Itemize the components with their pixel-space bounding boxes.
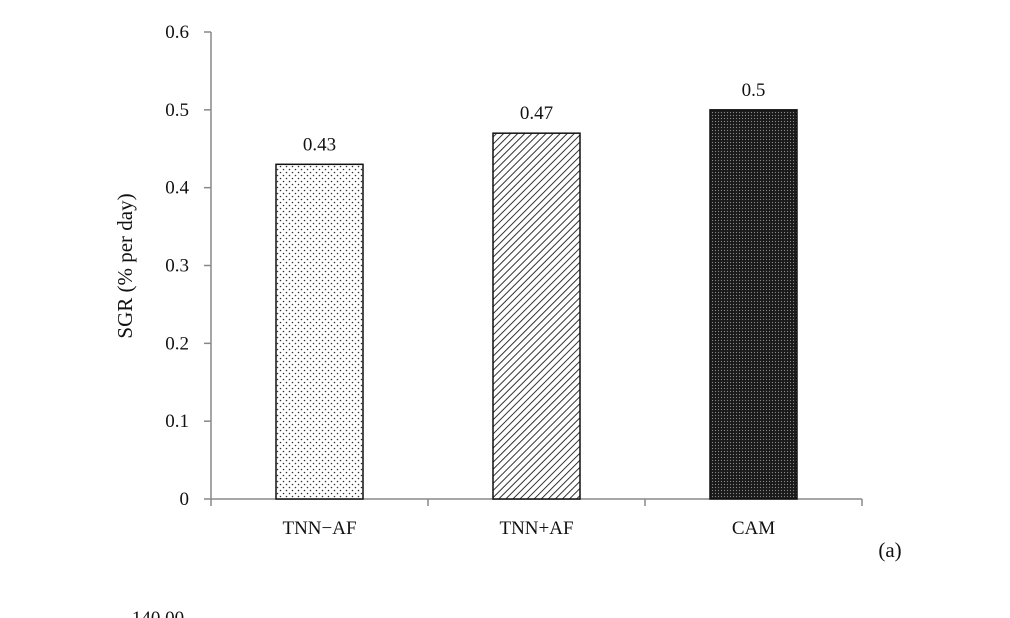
y-tick-label: 0.6 bbox=[165, 22, 189, 43]
bars bbox=[275, 109, 798, 500]
x-category-label: TNN+AF bbox=[499, 518, 573, 539]
x-category-label: CAM bbox=[732, 518, 775, 539]
bar-2 bbox=[492, 132, 581, 500]
y-axis-label: SGR (% per day) bbox=[113, 193, 137, 338]
y-tick-label: 0.4 bbox=[165, 178, 189, 199]
panel-label: (a) bbox=[878, 538, 901, 562]
data-label: 0.5 bbox=[742, 80, 766, 101]
labels: 0.43 TNN−AF 0.47 TNN+AF 0.5 CAM bbox=[282, 80, 775, 539]
y-tick-label: 0.2 bbox=[165, 333, 189, 354]
data-label: 0.43 bbox=[303, 134, 336, 155]
y-tick-label: 0.3 bbox=[165, 256, 189, 277]
x-category-label: TNN−AF bbox=[282, 518, 356, 539]
y-tick-label: 0.1 bbox=[165, 411, 189, 432]
next-figure-partial-text: 140.00 bbox=[132, 608, 184, 618]
y-tick-label: 0 bbox=[180, 489, 190, 510]
y-tick-label: 0.5 bbox=[165, 100, 189, 121]
y-axis-ticks: 0 0.1 0.2 0.3 0.4 0.5 0.6 bbox=[165, 22, 211, 510]
bar-3 bbox=[709, 109, 798, 500]
data-label: 0.47 bbox=[520, 103, 553, 124]
bar-1 bbox=[275, 163, 364, 500]
